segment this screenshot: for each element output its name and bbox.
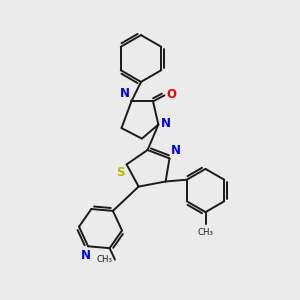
Text: N: N [171,144,181,157]
Text: N: N [120,87,130,100]
Text: S: S [116,166,124,179]
Text: CH₃: CH₃ [197,228,214,237]
Text: CH₃: CH₃ [97,255,112,264]
Text: O: O [166,88,176,101]
Text: N: N [161,116,171,130]
Text: N: N [81,249,91,262]
